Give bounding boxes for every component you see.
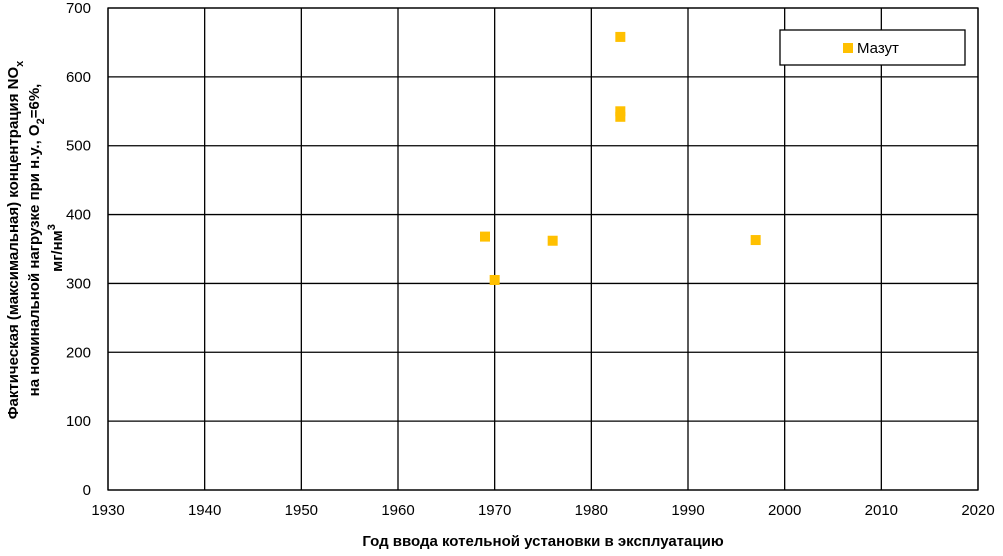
x-tick-label: 1940	[188, 502, 221, 519]
x-tick-label: 1990	[671, 502, 704, 519]
y-axis-label-part: =6%,	[26, 84, 43, 119]
y-axis-label: Фактическая (максимальная) концентрация …	[5, 60, 26, 419]
y-axis-label-part: мг/нм	[49, 230, 66, 272]
point	[547, 235, 558, 246]
point	[489, 274, 500, 285]
x-tick-label: 1960	[381, 502, 414, 519]
point	[480, 231, 490, 242]
y-axis-label-part: 2	[35, 118, 47, 124]
y-tick-label: 0	[83, 482, 91, 499]
legend-label: Мазут	[857, 40, 899, 57]
legend-box	[779, 29, 966, 66]
y-axis-label: на номинальной нагрузке при н.у., O2=6%,	[26, 84, 47, 397]
x-tick-label: 1970	[478, 502, 511, 519]
y-tick-label: 200	[66, 344, 91, 361]
y-axis-label-part: Фактическая (максимальная) концентрация …	[5, 67, 22, 420]
x-tick-label: 1930	[91, 502, 124, 519]
x-tick-label: 1980	[575, 502, 608, 519]
y-tick-label: 400	[66, 207, 91, 224]
y-tick-label: 300	[66, 275, 91, 292]
y-tick-label: 700	[66, 0, 91, 17]
y-axis-label-part: x	[14, 60, 26, 67]
y-tick-label: 500	[66, 138, 91, 155]
point	[615, 106, 626, 117]
x-tick-label: 2000	[768, 502, 801, 519]
plot-area	[107, 7, 979, 491]
legend-marker	[843, 43, 853, 53]
y-axis-label-part: 3	[46, 224, 58, 230]
point	[615, 111, 626, 122]
y-axis-label-part: на номинальной нагрузке при н.у., O	[26, 124, 43, 396]
y-axis-label: мг/нм3	[46, 224, 66, 272]
y-tick-label: 100	[66, 413, 91, 430]
x-axis-label: Год ввода котельной установки в эксплуат…	[362, 533, 723, 550]
y-tick-label: 600	[66, 69, 91, 86]
point	[615, 31, 626, 42]
point	[750, 235, 761, 246]
x-tick-label: 2010	[865, 502, 898, 519]
x-tick-label: 2020	[961, 502, 994, 519]
x-tick-label: 1950	[285, 502, 318, 519]
